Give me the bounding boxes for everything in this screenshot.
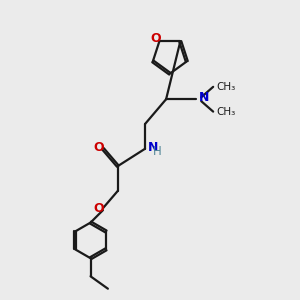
Text: N: N bbox=[199, 92, 209, 104]
Text: O: O bbox=[150, 32, 161, 46]
Text: O: O bbox=[93, 202, 104, 215]
Text: CH₃: CH₃ bbox=[216, 82, 236, 92]
Text: CH₃: CH₃ bbox=[216, 106, 236, 117]
Text: O: O bbox=[93, 141, 104, 154]
Text: N: N bbox=[148, 141, 158, 154]
Text: H: H bbox=[153, 145, 162, 158]
